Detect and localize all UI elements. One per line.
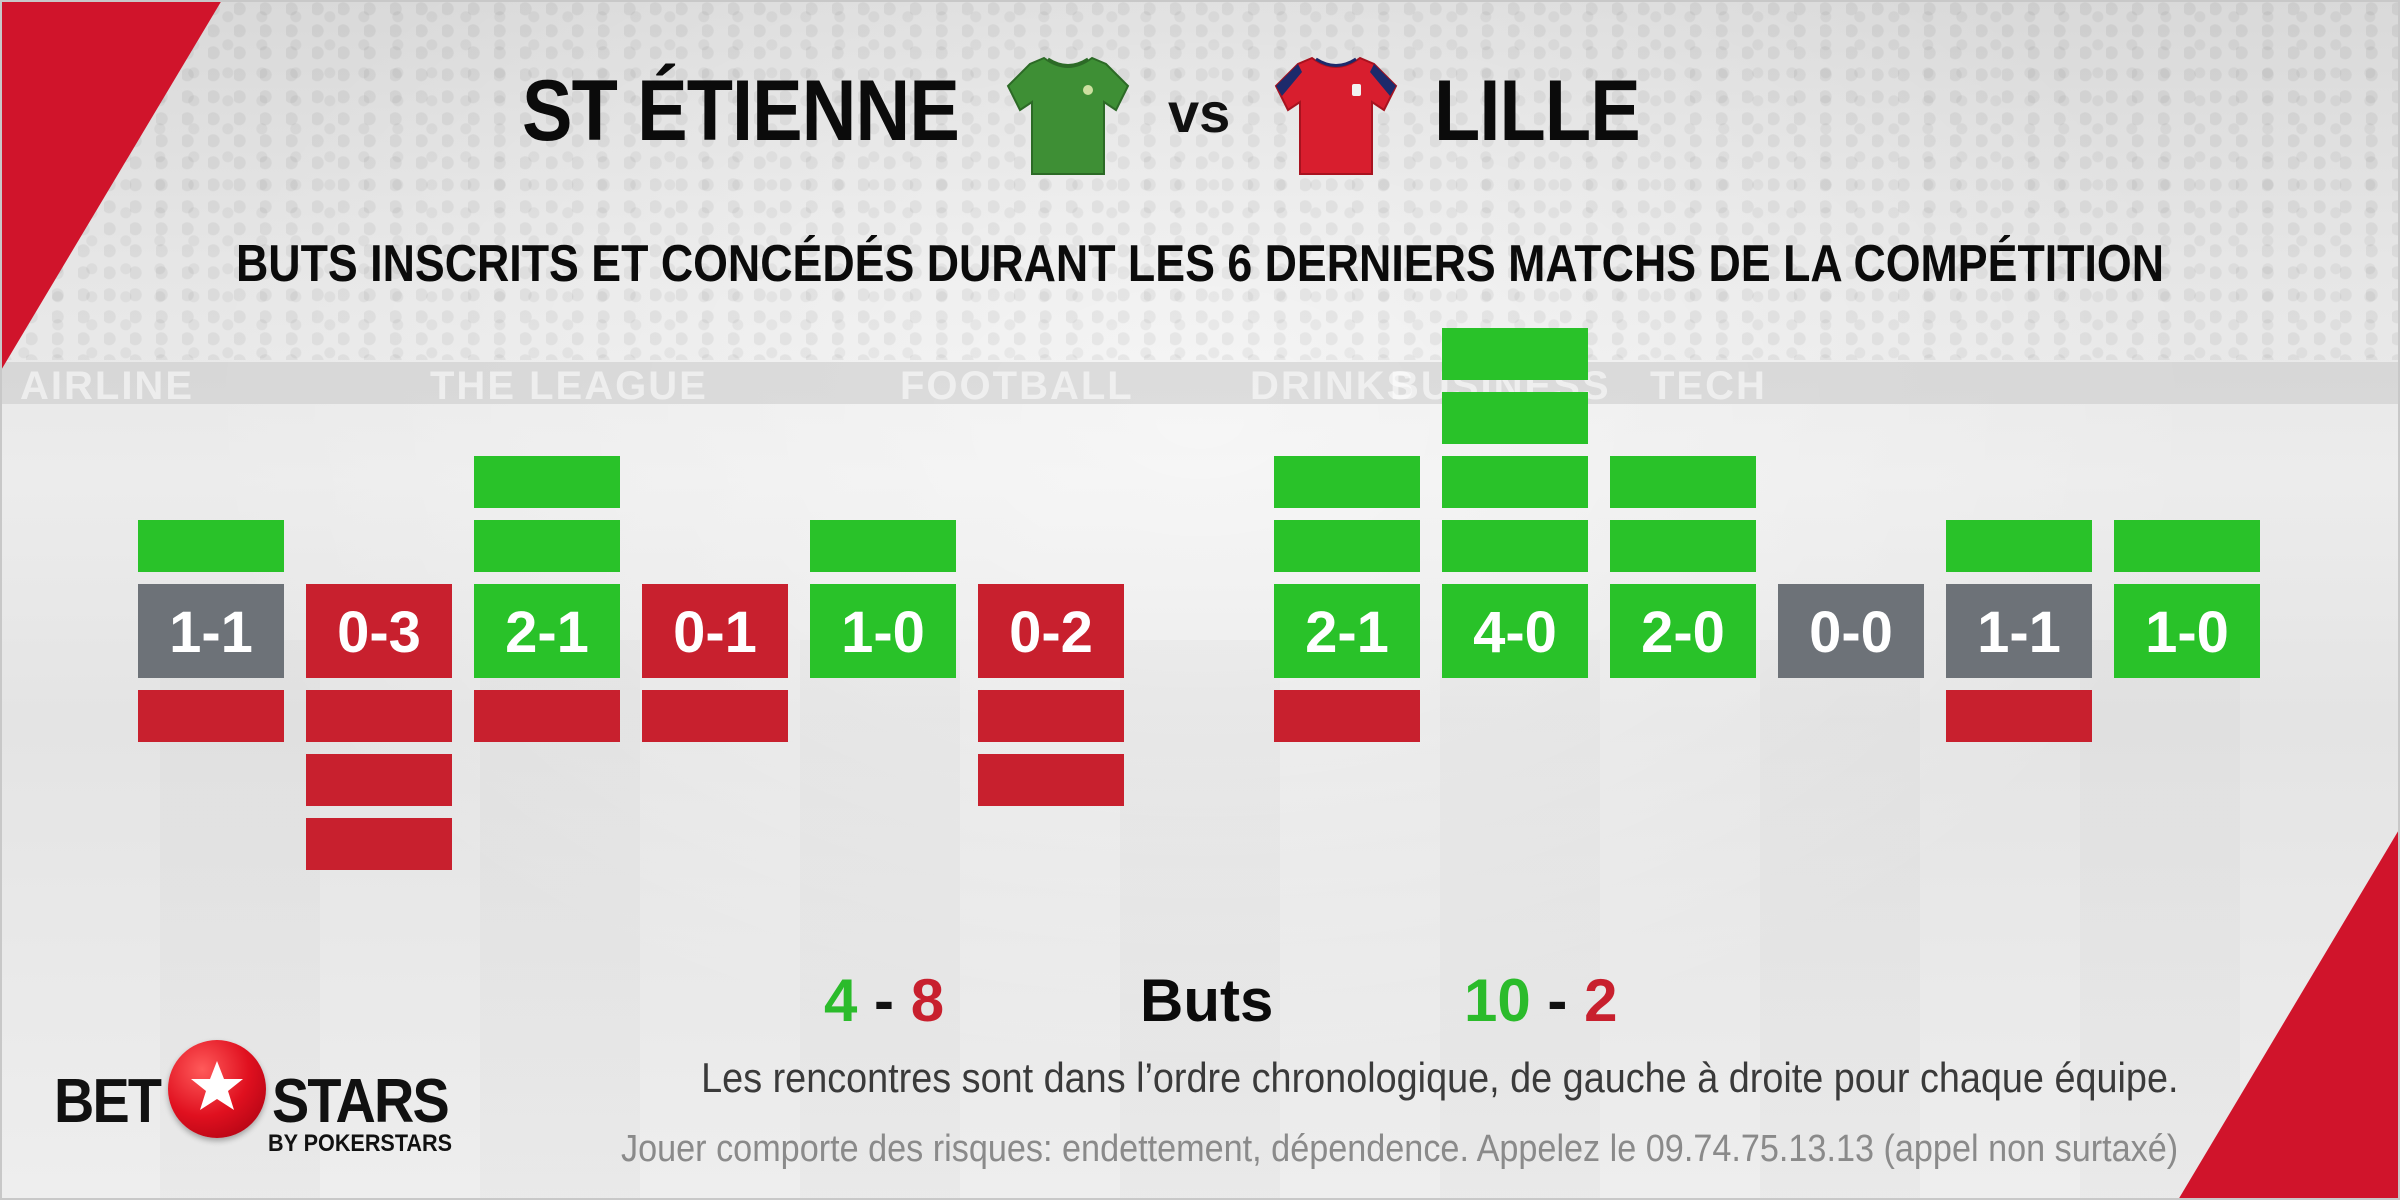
- goal-scored-block: [1442, 328, 1588, 380]
- goal-conceded-block: [642, 690, 788, 742]
- goal-scored-block: [474, 456, 620, 508]
- score-label: 4-0: [1473, 600, 1557, 665]
- score-box: [642, 584, 788, 678]
- goal-scored-block: [1946, 520, 2092, 572]
- adboard-text: THE LEAGUE: [430, 364, 708, 408]
- goal-conceded-block: [474, 690, 620, 742]
- home-total-conceded: 8: [910, 967, 945, 1034]
- score-box: [978, 584, 1124, 678]
- star-ball-icon: [168, 1040, 266, 1138]
- score-box: [1442, 584, 1588, 678]
- goal-scored-block: [1610, 520, 1756, 572]
- score-box: [1610, 584, 1756, 678]
- goal-scored-block: [1610, 456, 1756, 508]
- versus-label: vs: [1168, 81, 1231, 144]
- logo-text-bet: BET: [54, 1067, 162, 1136]
- corner-triangle-top-left: [0, 0, 222, 372]
- goal-conceded-block: [978, 754, 1124, 806]
- totals-label: Buts: [1140, 967, 1274, 1034]
- score-label: 0-3: [337, 600, 421, 665]
- goal-scored-block: [1442, 456, 1588, 508]
- crowd-texture: [0, 0, 2400, 360]
- score-label: 1-0: [841, 600, 925, 665]
- logo-byline: BY POKERSTARS: [268, 1130, 453, 1157]
- goal-conceded-block: [306, 690, 452, 742]
- score-label: 0-1: [673, 600, 757, 665]
- home-team-name: ST ÉTIENNE: [522, 63, 960, 159]
- gambling-disclaimer: Jouer comporte des risques: endettement,…: [620, 1128, 2178, 1170]
- score-label: 2-1: [1305, 600, 1389, 665]
- corner-triangle-bottom-right: [2178, 828, 2400, 1200]
- goal-conceded-block: [978, 690, 1124, 742]
- score-box: [1946, 584, 2092, 678]
- away-team-name: LILLE: [1434, 63, 1641, 159]
- goal-scored-block: [1442, 392, 1588, 444]
- goal-scored-block: [138, 520, 284, 572]
- chronology-note: Les rencontres sont dans l’ordre chronol…: [700, 1054, 2178, 1101]
- chart-title: BUTS INSCRITS ET CONCÉDÉS DURANT LES 6 D…: [235, 235, 2165, 293]
- away-total-conceded: 2: [1584, 967, 1618, 1034]
- away-totals: 10 - 2: [1464, 966, 1617, 1035]
- score-label: 1-1: [1977, 600, 2061, 665]
- score-box: [474, 584, 620, 678]
- away-total-scored: 10: [1464, 967, 1531, 1034]
- totals-separator: -: [1547, 967, 1568, 1034]
- score-box: [2114, 584, 2260, 678]
- adboard-text: DRINKS: [1250, 364, 1416, 408]
- away-jersey-icon: [1274, 56, 1398, 175]
- goal-conceded-block: [1274, 690, 1420, 742]
- goal-conceded-block: [306, 754, 452, 806]
- goal-conceded-block: [1946, 690, 2092, 742]
- goal-scored-block: [1442, 520, 1588, 572]
- score-label: 1-1: [169, 600, 253, 665]
- home-jersey-icon: [1006, 56, 1130, 175]
- score-label: 0-0: [1809, 600, 1893, 665]
- adboard-text: TECH: [1650, 364, 1767, 408]
- score-box: [138, 584, 284, 678]
- score-box: [1778, 584, 1924, 678]
- score-label: 2-1: [505, 600, 589, 665]
- goal-scored-block: [2114, 520, 2260, 572]
- goal-scored-block: [1274, 456, 1420, 508]
- score-box: [810, 584, 956, 678]
- goal-scored-block: [474, 520, 620, 572]
- goal-scored-block: [1274, 520, 1420, 572]
- score-label: 2-0: [1641, 600, 1725, 665]
- goal-conceded-block: [306, 818, 452, 870]
- score-label: 1-0: [2145, 600, 2229, 665]
- betstars-logo: BET STARS BY POKERSTARS: [54, 1038, 454, 1158]
- totals-separator: -: [874, 967, 895, 1034]
- score-box: [1274, 584, 1420, 678]
- home-totals: 4 - 8: [824, 966, 944, 1035]
- score-box: [306, 584, 452, 678]
- score-label: 0-2: [1009, 600, 1093, 665]
- goal-scored-block: [810, 520, 956, 572]
- goal-conceded-block: [138, 690, 284, 742]
- adboard-text: FOOTBALL: [900, 364, 1134, 408]
- logo-text-stars: STARS: [272, 1067, 450, 1136]
- home-total-scored: 4: [824, 967, 858, 1034]
